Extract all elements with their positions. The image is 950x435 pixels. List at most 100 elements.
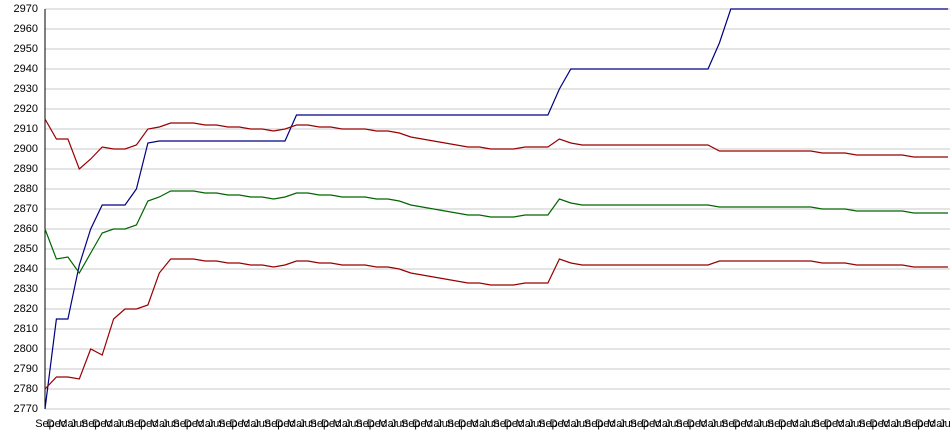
x-tick-label: Sep [172,418,192,430]
x-tick-label: Mar [104,418,123,430]
x-tick-label: Jun [208,418,226,430]
x-tick-label: Sep [127,418,147,430]
x-tick-label: Sep [767,418,787,430]
x-tick-label: Dec [275,418,295,430]
x-tick-label: Sep [675,418,695,430]
y-tick-label: 2770 [14,403,38,415]
x-tick-label: Jun [711,418,729,430]
x-tick-label: Jun [802,418,820,430]
x-tick-label: Sep [812,418,832,430]
y-tick-label: 2930 [14,83,38,95]
x-tick-label: Dec [321,418,341,430]
x-tick-label: Mar [58,418,77,430]
y-tick-label: 2960 [14,23,38,35]
y-tick-label: 2790 [14,363,38,375]
y-tick-label: 2830 [14,283,38,295]
x-tick-label: Mar [287,418,306,430]
series-line [44,8,948,410]
x-tick-label: Dec [824,418,844,430]
x-tick-label: Mar [698,418,717,430]
x-tick-label: Dec [184,418,204,430]
x-tick-label: Sep [35,418,55,430]
x-tick-label: Sep [310,418,330,430]
x-tick-label: Mar [561,418,580,430]
x-tick-label: Jun [573,418,591,430]
x-tick-label: Dec [412,418,432,430]
series-line [44,190,948,275]
y-tick-label: 2890 [14,163,38,175]
x-tick-label: Jun [436,418,454,430]
x-tick-label: Sep [721,418,741,430]
x-tick-label: Mar [516,418,535,430]
x-tick-label: Dec [458,418,478,430]
x-tick-label: Sep [355,418,375,430]
x-tick-label: Mar [424,418,443,430]
x-tick-label: Jun [756,418,774,430]
x-tick-label: Dec [138,418,158,430]
x-tick-label: Jun [848,418,866,430]
x-tick-label: Sep [81,418,101,430]
x-tick-label: Mar [607,418,626,430]
x-tick-label: Jun [299,418,317,430]
x-tick-label: Jun [665,418,683,430]
x-tick-label: Sep [538,418,558,430]
x-tick-label: Dec [367,418,387,430]
y-tick-label: 2910 [14,123,38,135]
x-tick-label: Dec [915,418,935,430]
x-tick-label: Dec [550,418,570,430]
x-tick-label: Sep [401,418,421,430]
x-tick-label: Mar [790,418,809,430]
x-tick-label: Sep [492,418,512,430]
x-tick-label: Mar [470,418,489,430]
x-tick-label: Dec [870,418,890,430]
x-tick-label: Mar [150,418,169,430]
x-tick-label: Sep [904,418,924,430]
x-tick-label: Jun [390,418,408,430]
y-tick-label: 2860 [14,223,38,235]
x-tick-label: Dec [641,418,661,430]
x-tick-label: Sep [218,418,238,430]
x-tick-label: Dec [230,418,250,430]
x-tick-label: Sep [584,418,604,430]
y-tick-label: 2840 [14,263,38,275]
y-tick-label: 2810 [14,323,38,335]
x-tick-label: Mar [927,418,946,430]
x-tick-label: Dec [47,418,67,430]
y-tick-label: 2970 [14,3,38,15]
x-tick-label: Dec [732,418,752,430]
x-tick-label: Jun [70,418,88,430]
x-tick-label: Mar [653,418,672,430]
x-tick-label: Dec [92,418,112,430]
y-tick-label: 2950 [14,43,38,55]
x-tick-label: Jun [482,418,500,430]
x-tick-label: Mar [836,418,855,430]
series-line [44,118,948,171]
x-tick-label: Dec [595,418,615,430]
x-tick-label: Dec [687,418,707,430]
y-tick-label: 2920 [14,103,38,115]
x-tick-label: Jun [893,418,911,430]
x-tick-label: Sep [264,418,284,430]
x-tick-label: Jun [619,418,637,430]
x-tick-label: Mar [744,418,763,430]
x-tick-label: Jun [162,418,180,430]
y-tick-label: 2780 [14,383,38,395]
y-tick-label: 2880 [14,183,38,195]
x-tick-label: Mar [378,418,397,430]
x-tick-label: Jun [116,418,134,430]
x-tick-label: Sep [630,418,650,430]
x-tick-label: Jun [345,418,363,430]
x-tick-label: Dec [504,418,524,430]
y-tick-label: 2820 [14,303,38,315]
x-tick-label: Mar [881,418,900,430]
series-line [44,258,948,390]
x-tick-label: Sep [858,418,878,430]
y-tick-label: 2870 [14,203,38,215]
y-tick-label: 2940 [14,63,38,75]
y-tick-label: 2800 [14,343,38,355]
x-tick-label: Jun [528,418,546,430]
x-tick-label: Jun [939,418,950,430]
y-tick-label: 2900 [14,143,38,155]
x-tick-label: Mar [333,418,352,430]
